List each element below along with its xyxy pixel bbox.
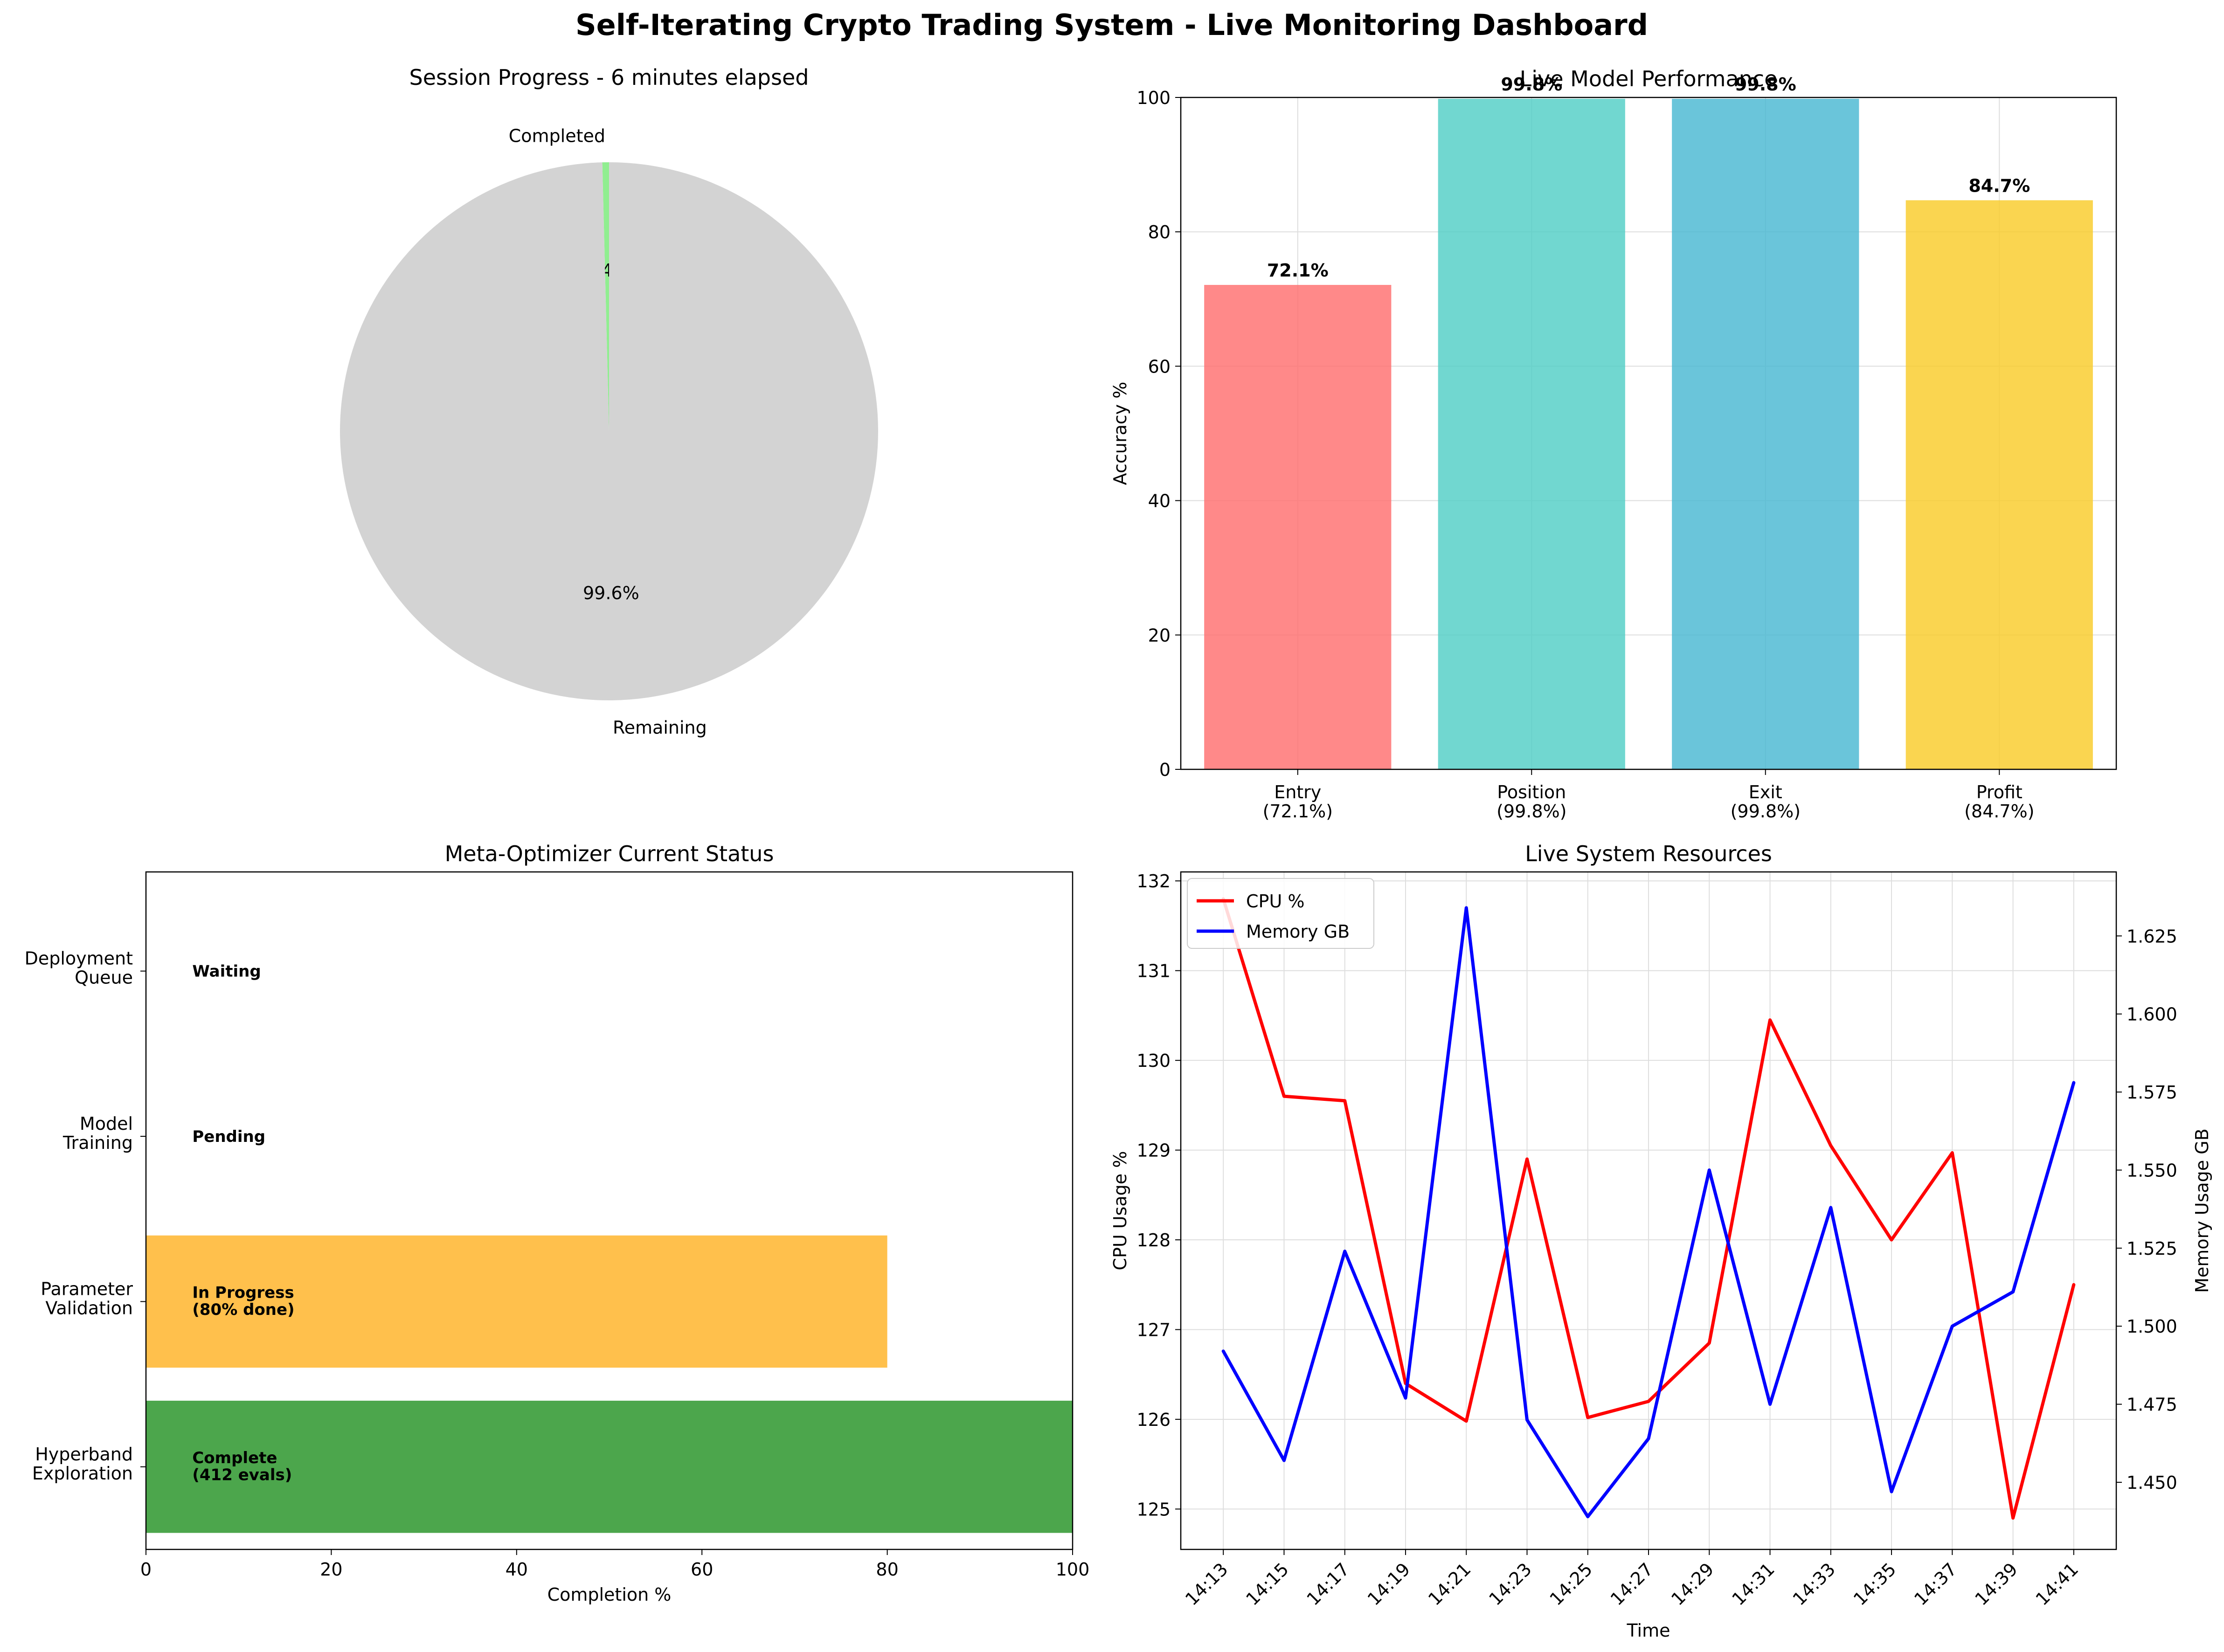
y-tick-label: 132 <box>1136 871 1171 892</box>
x-tick-label: 14:27 <box>1607 1559 1657 1610</box>
x-tick-label: 14:29 <box>1667 1559 1718 1610</box>
bar <box>1672 98 1859 770</box>
memory-line <box>1221 906 2076 1519</box>
x-axis-label: Completion % <box>547 1584 672 1605</box>
x-tick-label: 14:19 <box>1364 1559 1414 1610</box>
x-tick-label: 14:31 <box>1728 1559 1779 1610</box>
status-bar <box>146 1401 1073 1533</box>
x-tick-label: 14:35 <box>1850 1559 1900 1610</box>
system-resources-line-chart: Live System Resources 125 126 127 128 129 130 1… <box>1110 841 2212 1641</box>
session-progress-pie-chart: Session Progress - 6 minutes elapsed Comp… <box>339 65 878 738</box>
y-tick-label: 80 <box>1148 222 1171 242</box>
x-tick-label: 14:25 <box>1546 1559 1597 1610</box>
pie-slice-remaining <box>339 162 878 701</box>
resources-title: Live System Resources <box>1525 841 1772 866</box>
legend-label: CPU % <box>1246 891 1304 912</box>
bar-value-label: 99.8% <box>1501 74 1562 95</box>
x-tick-label: 20 <box>320 1559 342 1580</box>
x-tick-label: 100 <box>1056 1559 1090 1580</box>
bar-value-label: 99.8% <box>1735 74 1796 95</box>
y-tick-label: 20 <box>1148 625 1171 646</box>
x-tick-label: 60 <box>691 1559 713 1580</box>
status-bar <box>146 1235 887 1368</box>
y2-tick-label: 1.625 <box>2127 926 2177 947</box>
axes-frame <box>145 871 1074 1550</box>
perf-title: Live Model Performance <box>1520 66 1778 91</box>
dashboard-title: Self-Iterating Crypto Trading System - L… <box>575 8 1648 42</box>
y2-tick-label: 1.525 <box>2127 1238 2177 1259</box>
y2-tick-label: 1.550 <box>2127 1160 2177 1181</box>
y-tick-label: 60 <box>1148 356 1171 377</box>
y2-tick-label: 1.450 <box>2127 1472 2177 1493</box>
bar-value-label: 84.7% <box>1968 175 2030 196</box>
model-performance-bar-chart: Live Model Performance 0 20 40 60 80 100 72.1% E… <box>1110 66 2117 822</box>
bar <box>1905 200 2093 769</box>
x-tick-label: 0 <box>140 1559 152 1580</box>
y-tick-label: 0 <box>1159 760 1171 780</box>
pie-title: Session Progress - 6 minutes elapsed <box>409 65 809 90</box>
bar <box>1204 285 1392 769</box>
x-tick-label: 14:15 <box>1242 1559 1293 1610</box>
pie-label-remaining: Remaining <box>613 718 707 738</box>
status-label: Waiting <box>192 962 261 981</box>
y-tick-label: 131 <box>1136 961 1171 982</box>
x-tick-label: Profit (84.7%) <box>1964 782 2034 822</box>
x-tick-label: 14:39 <box>1971 1559 2022 1610</box>
status-label: In Progress (80% done) <box>192 1283 294 1319</box>
x-tick-label: 14:21 <box>1424 1559 1475 1610</box>
y-tick-label: Parameter Validation <box>41 1279 133 1318</box>
x-tick-label: 14:37 <box>1910 1559 1961 1610</box>
bar-value-label: 72.1% <box>1267 260 1329 281</box>
x-tick-label: 14:17 <box>1303 1559 1354 1610</box>
y-tick-label: 130 <box>1136 1051 1171 1071</box>
y-tick-label: Model Training <box>62 1113 133 1153</box>
meta-title: Meta-Optimizer Current Status <box>445 841 774 866</box>
y-tick-label: 40 <box>1148 491 1171 511</box>
y2-tick-label: 1.475 <box>2127 1395 2177 1415</box>
y2-tick-label: 1.575 <box>2127 1082 2177 1103</box>
y-tick-label: Deployment Queue <box>25 948 133 988</box>
y-tick-label: 129 <box>1136 1141 1171 1161</box>
status-label: Complete (412 evals) <box>192 1449 292 1485</box>
x-tick-label: 14:13 <box>1181 1559 1232 1610</box>
pie-percent-remaining: 99.6% <box>583 583 639 603</box>
legend-label: Memory GB <box>1246 921 1350 942</box>
y2-tick-label: 1.600 <box>2127 1004 2177 1025</box>
cpu-axis-label: CPU Usage % <box>1110 1151 1130 1271</box>
y-axis-label: Accuracy % <box>1110 382 1130 485</box>
axes-frame <box>1180 871 2117 1550</box>
legend: CPU % Memory GB <box>1187 878 1374 949</box>
axes-frame <box>1180 97 2117 770</box>
x-tick-label: Entry (72.1%) <box>1263 782 1333 822</box>
x-tick-label: 14:33 <box>1789 1559 1840 1610</box>
y-tick-label: 100 <box>1136 88 1171 108</box>
x-tick-label: 14:23 <box>1485 1559 1536 1610</box>
x-tick-label: 40 <box>506 1559 528 1580</box>
pie-label-completed: Completed <box>509 125 605 146</box>
x-tick-label: Exit (99.8%) <box>1731 782 1801 822</box>
x-tick-label: 80 <box>876 1559 898 1580</box>
bar <box>1438 98 1625 770</box>
status-label: Pending <box>192 1127 265 1146</box>
x-axis-label: Time <box>1627 1620 1670 1641</box>
memory-axis-label: Memory Usage GB <box>2192 1128 2212 1293</box>
meta-optimizer-status-chart: Meta-Optimizer Current Status Complete (41… <box>25 841 1090 1605</box>
pie-slice-completed <box>602 162 609 431</box>
x-tick-label: Position (99.8%) <box>1497 782 1566 822</box>
y-tick-label: 127 <box>1136 1320 1171 1340</box>
y-tick-label: Hyperband Exploration <box>32 1444 133 1484</box>
y-tick-label: 128 <box>1136 1230 1171 1251</box>
y-tick-label: 125 <box>1136 1499 1171 1520</box>
y2-tick-label: 1.500 <box>2127 1316 2177 1337</box>
cpu-line <box>1221 897 2076 1520</box>
y-tick-label: 126 <box>1136 1410 1171 1430</box>
x-tick-label: 14:41 <box>2032 1559 2083 1610</box>
